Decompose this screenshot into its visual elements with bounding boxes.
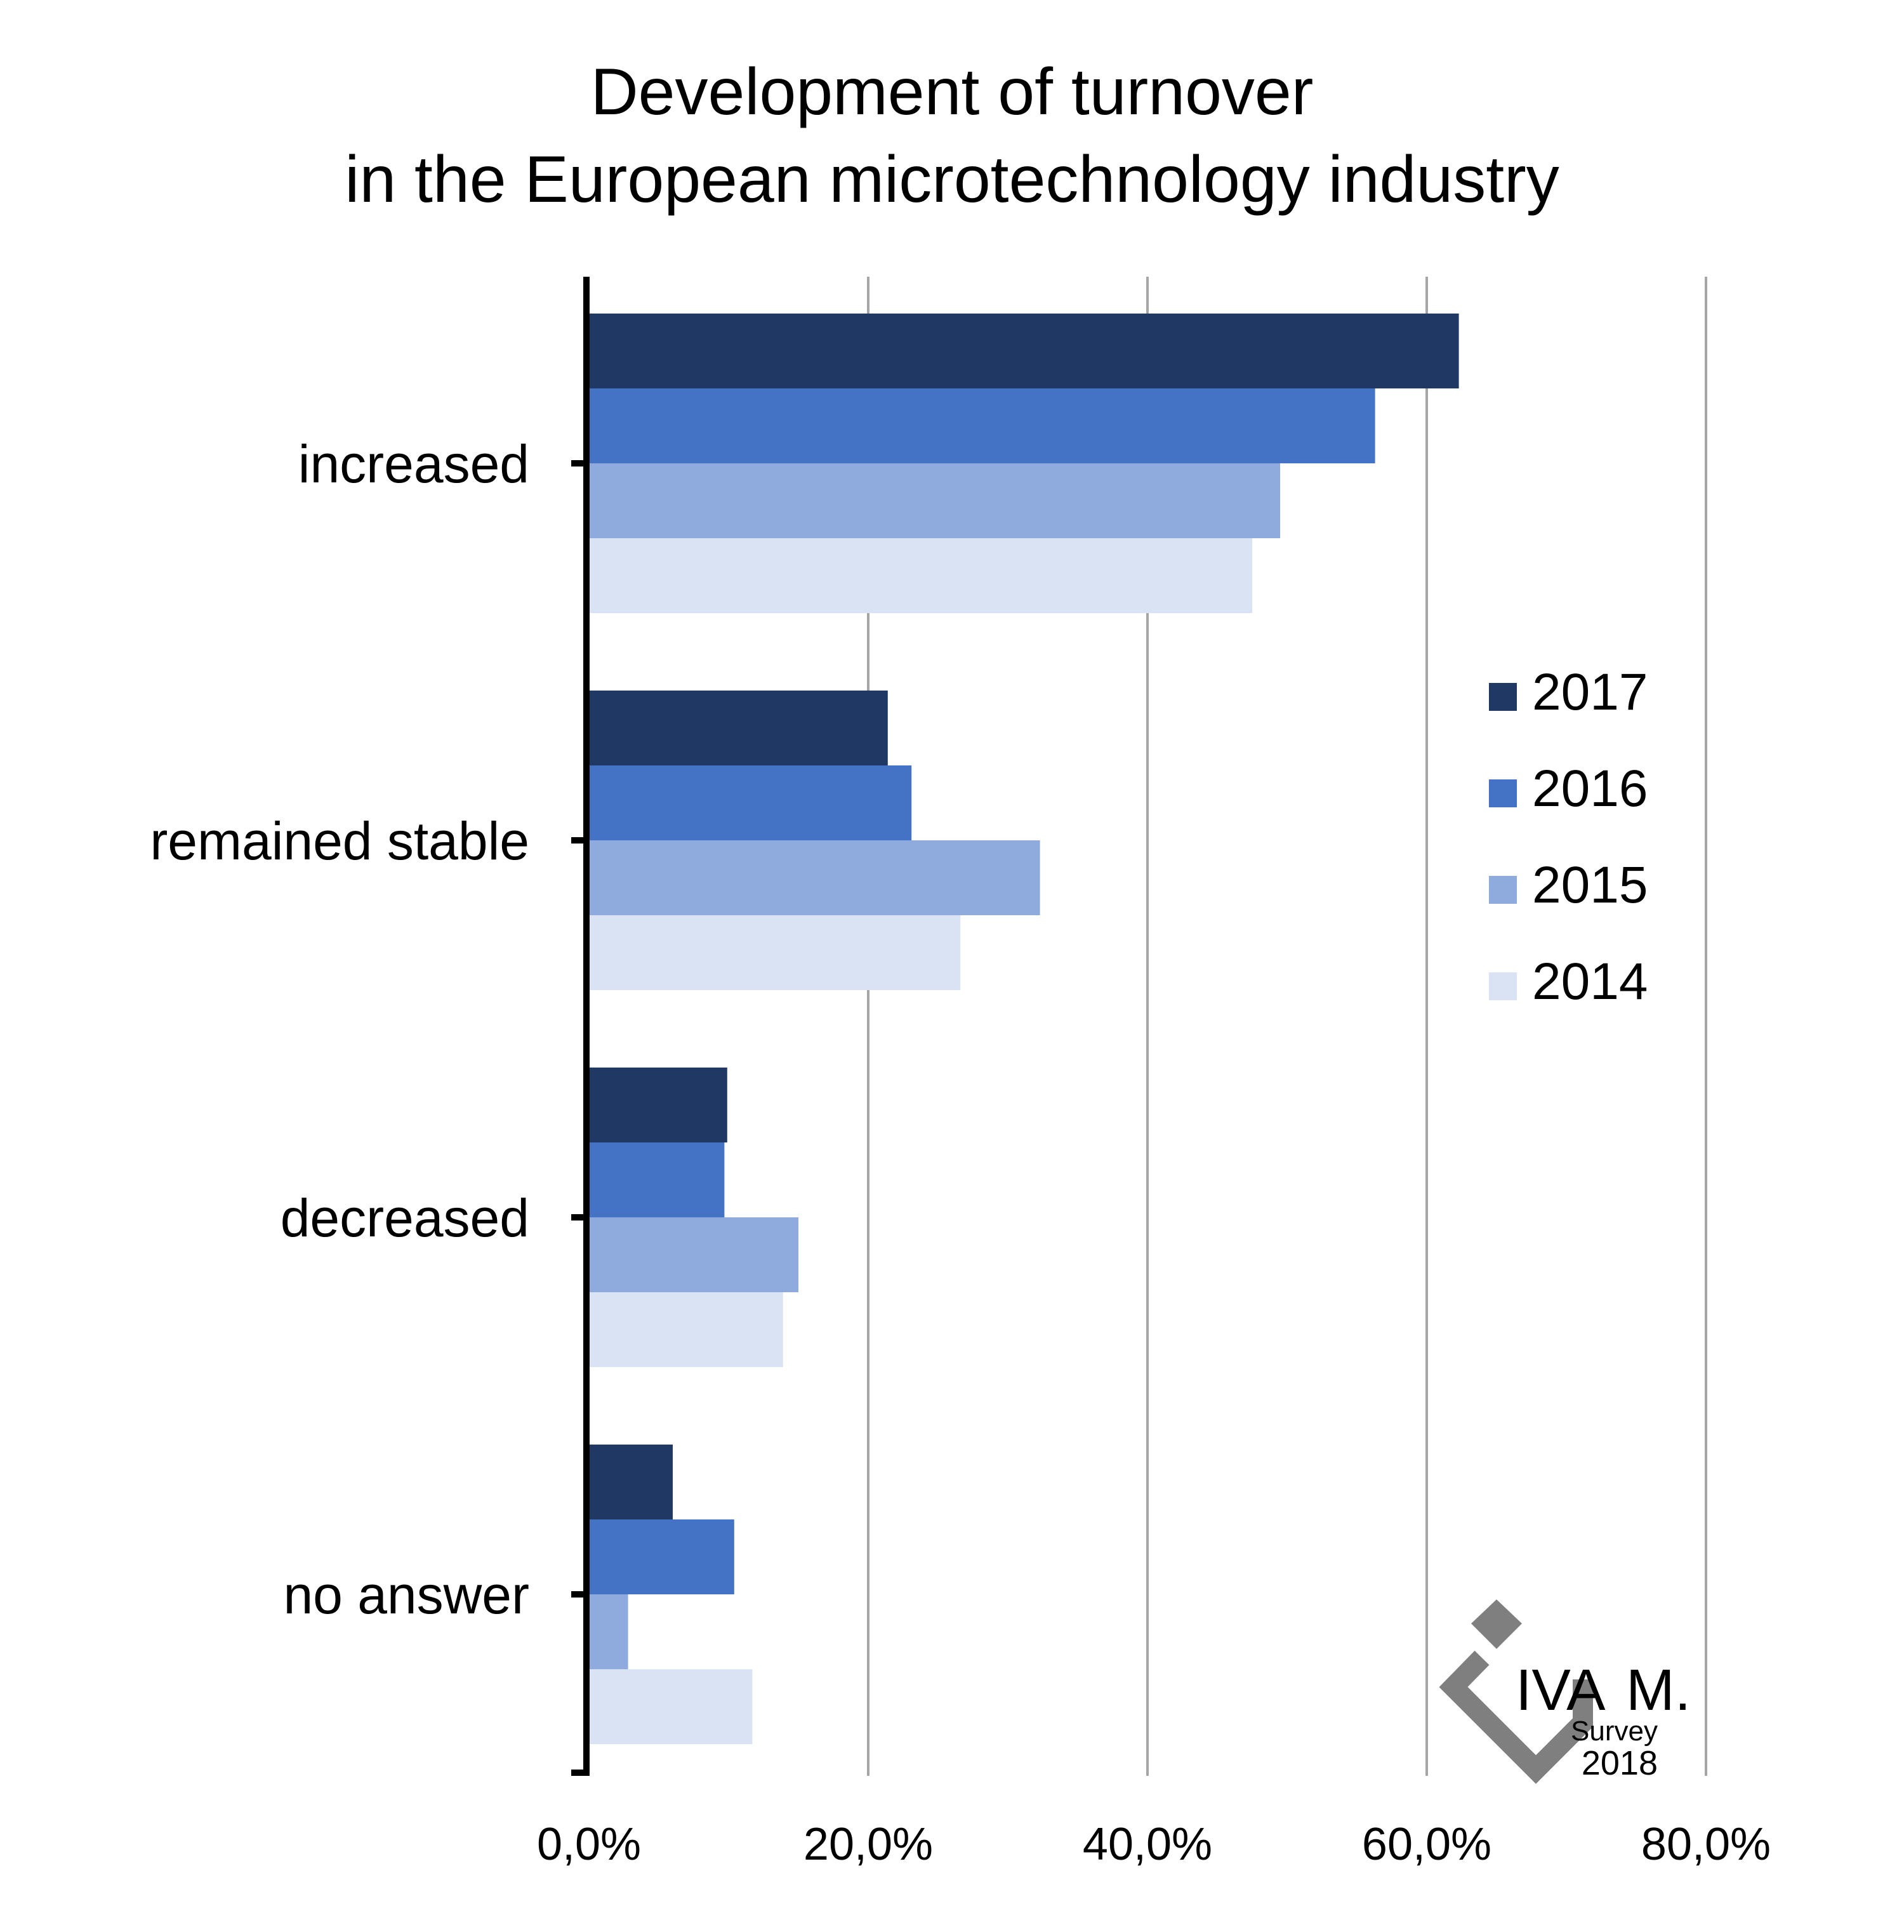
bar-remained-stable-2015	[589, 840, 1040, 915]
x-tick-label-40: 40,0%	[1083, 1819, 1212, 1870]
bar-decreased-2014	[589, 1292, 783, 1367]
x-tick-label-80: 80,0%	[1641, 1819, 1771, 1870]
legend-label-2015: 2015	[1532, 856, 1648, 914]
logo-brand-accent: M.	[1626, 1658, 1691, 1723]
logo-survey-label: Survey	[1571, 1716, 1658, 1747]
chart-title-line-2: in the European microtechnology industry	[345, 143, 1559, 216]
chart-title: Development of turnover in the European …	[345, 55, 1559, 216]
ivam-logo: IVA M. Survey 2018	[1439, 1599, 1691, 1784]
category-label-remained-stable: remained stable	[150, 811, 529, 871]
chart-title-line-1: Development of turnover	[591, 55, 1314, 129]
bar-increased-2015	[589, 463, 1280, 538]
x-tick-labels: 0,0% 20,0% 40,0% 60,0% 80,0%	[537, 1819, 1771, 1870]
bar-increased-2016	[589, 388, 1375, 463]
bar-no-answer-2014	[589, 1669, 753, 1744]
legend: 2017 2016 2015 2014	[1489, 663, 1648, 1010]
bar-decreased-2016	[589, 1142, 725, 1217]
legend-swatch-2016	[1489, 779, 1517, 807]
y-axis	[571, 277, 590, 1776]
bar-no-answer-2016	[589, 1519, 734, 1594]
logo-chevron-tip	[1471, 1599, 1522, 1649]
bar-decreased-2017	[589, 1068, 727, 1142]
legend-label-2016: 2016	[1532, 760, 1648, 817]
bar-remained-stable-2017	[589, 691, 888, 765]
x-tick-label-20: 20,0%	[803, 1819, 933, 1870]
category-label-increased: increased	[298, 434, 529, 494]
legend-label-2017: 2017	[1532, 663, 1648, 721]
category-label-decreased: decreased	[281, 1188, 529, 1248]
bar-remained-stable-2014	[589, 915, 961, 990]
legend-swatch-2014	[1489, 972, 1517, 1000]
bar-no-answer-2017	[589, 1445, 673, 1519]
bar-no-answer-2015	[589, 1594, 628, 1669]
logo-year-label: 2018	[1582, 1744, 1658, 1782]
legend-label-2014: 2014	[1532, 953, 1648, 1010]
x-tick-label-60: 60,0%	[1362, 1819, 1491, 1870]
category-label-no-answer: no answer	[283, 1565, 529, 1625]
bar-decreased-2015	[589, 1217, 798, 1292]
bars	[589, 314, 1459, 1744]
logo-brand-main: IVA	[1516, 1658, 1606, 1723]
bar-increased-2014	[589, 538, 1252, 613]
legend-swatch-2015	[1489, 876, 1517, 904]
legend-swatch-2017	[1489, 683, 1517, 711]
logo-chevron-mark	[1439, 1650, 1593, 1784]
bar-remained-stable-2016	[589, 765, 912, 840]
category-labels: increased remained stable decreased no answ…	[150, 434, 529, 1625]
x-tick-label-0: 0,0%	[537, 1819, 641, 1870]
bar-increased-2017	[589, 314, 1459, 388]
